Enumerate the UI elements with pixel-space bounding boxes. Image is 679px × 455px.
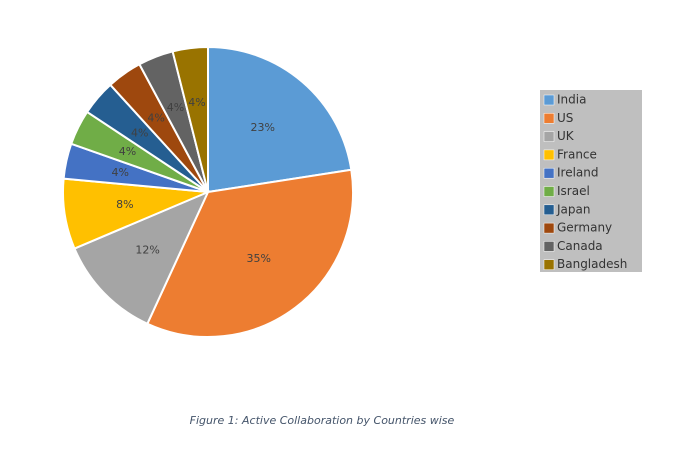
legend-label: Japan <box>556 202 590 216</box>
pie-slice <box>171 45 209 193</box>
legend-swatch <box>543 241 555 252</box>
legend-label: Bangladesh <box>557 257 627 271</box>
chart-title: Figure 1: Active Collaboration by Countr… <box>190 414 455 427</box>
legend-label: Israel <box>557 184 590 198</box>
data-label: 4% <box>131 127 148 140</box>
legend-label: France <box>557 147 597 161</box>
legend-box <box>540 90 642 272</box>
data-label: 4% <box>147 112 164 125</box>
data-label: 4% <box>111 166 128 179</box>
legend-swatch <box>543 113 555 124</box>
pie-slice <box>207 45 353 194</box>
legend-label: India <box>557 93 586 107</box>
pie-slice <box>73 190 210 326</box>
legend-swatch <box>543 222 555 234</box>
legend-label: Canada <box>557 239 603 253</box>
legend-label: Ireland <box>557 166 599 180</box>
data-label: 4% <box>119 145 136 158</box>
legend-label: US <box>557 111 573 125</box>
legend-label: UK <box>557 129 575 143</box>
data-label: 4% <box>167 101 184 114</box>
data-label: 8% <box>116 198 133 211</box>
legend-swatch <box>543 259 555 270</box>
data-label: 23% <box>250 121 274 134</box>
legend-swatch <box>543 131 555 142</box>
data-label: 35% <box>246 252 270 265</box>
legend-swatch <box>543 167 555 179</box>
legend-label: Germany <box>557 221 612 235</box>
legend-swatch <box>543 186 555 197</box>
pie-slice <box>146 168 354 338</box>
legend-swatch <box>543 149 555 161</box>
legend-swatch <box>543 204 555 216</box>
data-label: 4% <box>188 96 205 109</box>
data-label: 12% <box>135 244 159 257</box>
legend-swatch <box>543 94 555 106</box>
